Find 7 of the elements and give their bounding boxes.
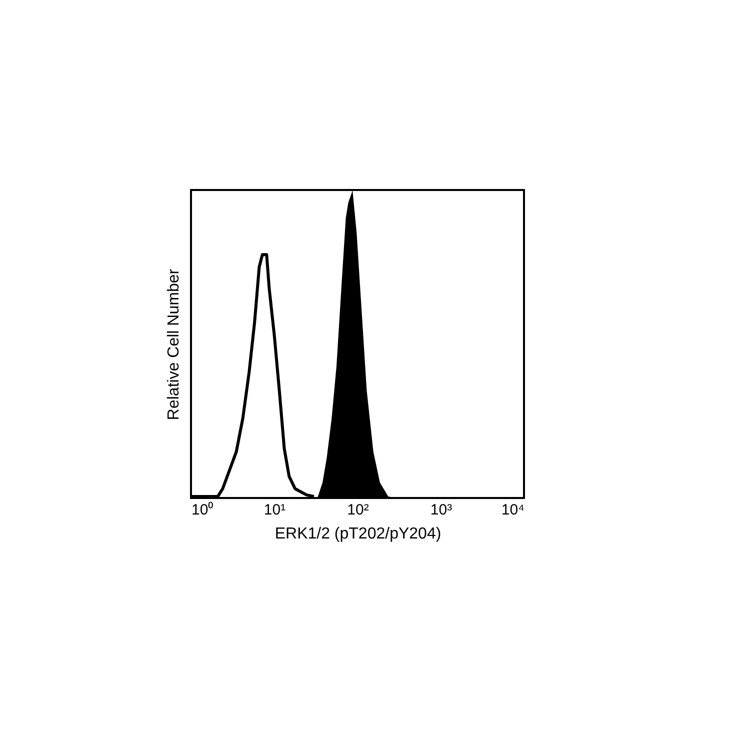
x-axis-title: ERK1/2 (pT202/pY204) <box>274 526 442 542</box>
x-tick-label: 10³ <box>430 502 452 518</box>
x-tick-label: 10⁴ <box>501 502 524 518</box>
x-tick-label: 10¹ <box>264 502 286 518</box>
x-tick-label: 10⁰ <box>192 502 214 518</box>
x-tick-label: 10² <box>347 502 369 518</box>
y-axis-title: Relative Cell Number <box>166 268 182 420</box>
